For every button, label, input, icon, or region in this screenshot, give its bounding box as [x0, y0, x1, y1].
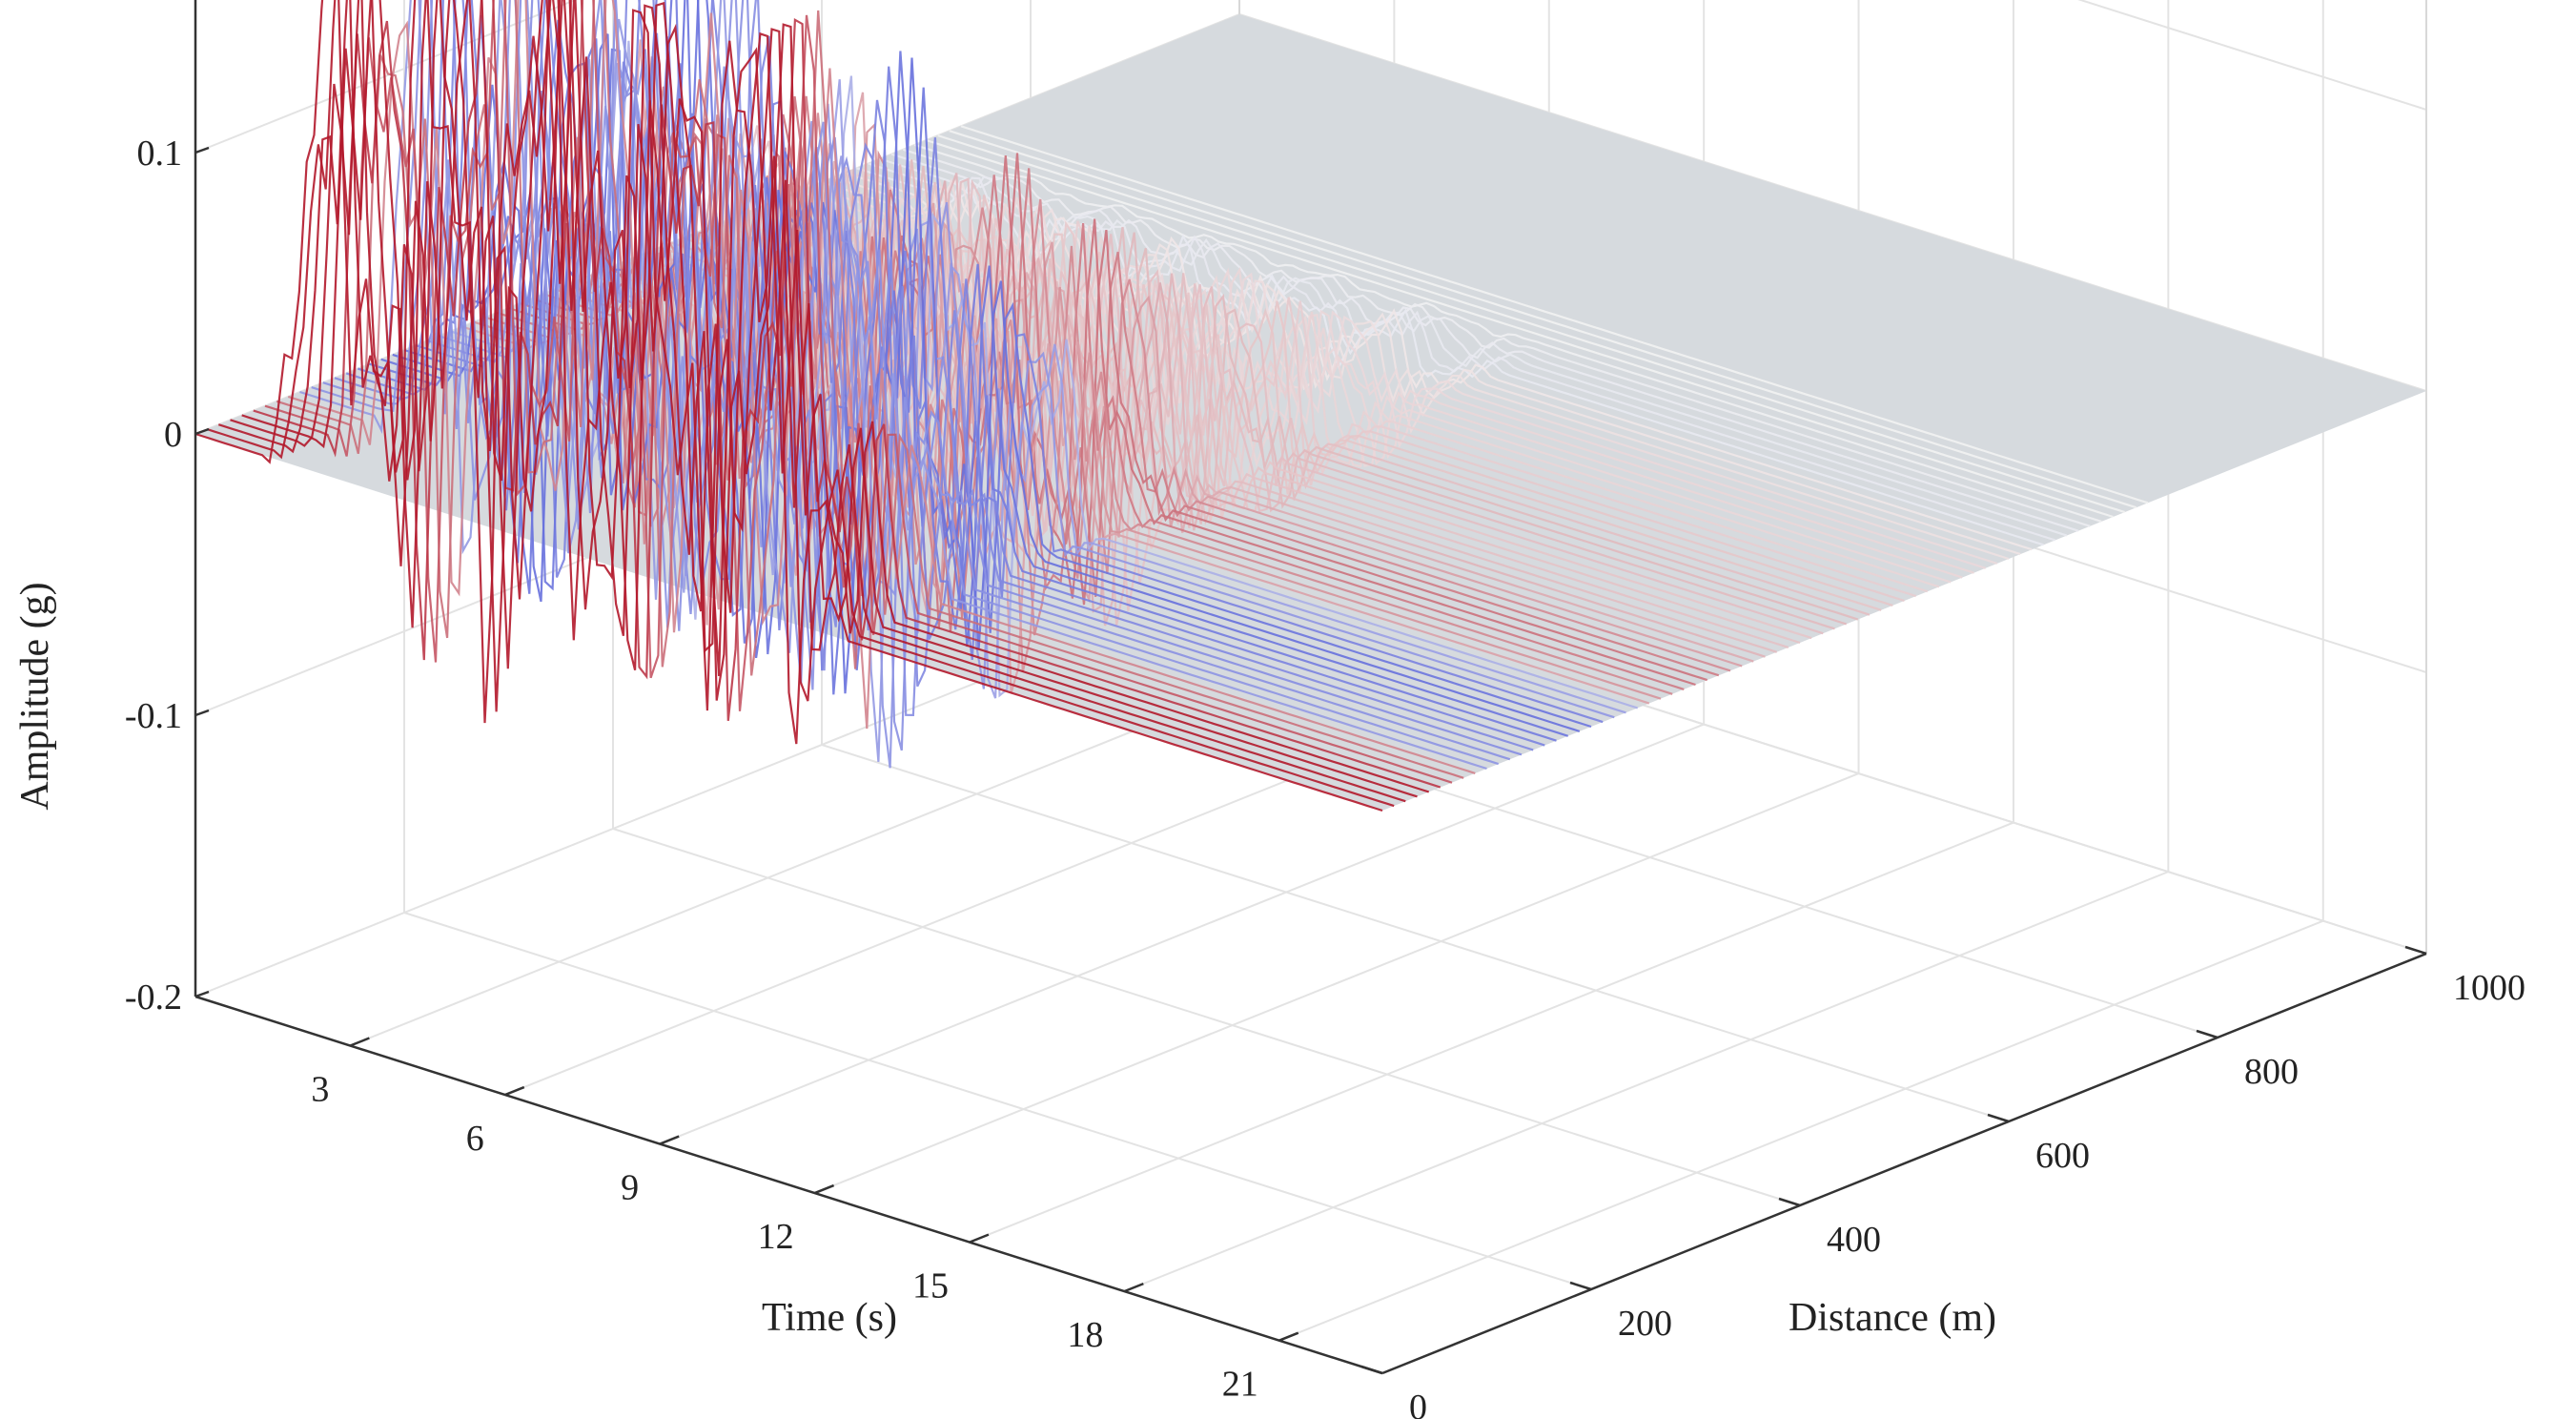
- z-tick: [194, 146, 210, 154]
- y-tick-label: 200: [1618, 1304, 1672, 1344]
- z-tick-label: 0: [164, 415, 182, 455]
- y-tick: [1360, 1365, 1383, 1375]
- y-axis-line: [1381, 952, 2427, 1375]
- surface-wave-line: [913, 143, 2102, 523]
- z-tick: [194, 427, 210, 436]
- surface-wave-line: [230, 0, 1418, 798]
- surface-wave-line: [299, 0, 1487, 771]
- x-tick-label: 6: [466, 1119, 484, 1159]
- grid-line-floor-time: [1123, 871, 2169, 1293]
- surface-wave-line: [949, 130, 2137, 509]
- z-tick: [194, 990, 210, 998]
- surface-wave-line: [253, 0, 1441, 789]
- surface-wave-line: [264, 0, 1453, 784]
- z-tick-label: -0.1: [125, 696, 182, 736]
- x-tick: [504, 1085, 525, 1097]
- x-tick-label: 15: [912, 1266, 949, 1306]
- x-tick: [1123, 1282, 1144, 1293]
- y-tick-label: 800: [2244, 1052, 2299, 1092]
- grid-line-side-amplitude: [2077, 0, 2427, 111]
- grid-line-floor-time: [969, 821, 2014, 1244]
- surface-wave-line: [902, 148, 2091, 527]
- x-tick: [659, 1135, 680, 1145]
- grid-line-floor-distance: [612, 828, 1801, 1206]
- y-tick-label: 600: [2035, 1136, 2090, 1176]
- surface-wave-line: [194, 0, 1383, 812]
- grid-line-floor-distance: [821, 744, 2010, 1122]
- y-tick-label: 0: [1409, 1388, 1427, 1419]
- y-tick: [1778, 1197, 1801, 1207]
- surface-wave-line: [311, 0, 1500, 769]
- x-tick: [969, 1233, 990, 1244]
- grid-line-floor-time: [659, 723, 1705, 1145]
- x-axis-title: Time (s): [762, 1296, 897, 1340]
- tick-labels: -0.2-0.100.10.23691215182102004006008001…: [125, 134, 2525, 1419]
- z-tick-label: -0.2: [125, 977, 182, 1018]
- amplitude-surface: [194, 0, 2426, 812]
- x-tick-label: 3: [311, 1070, 329, 1110]
- grid-line-floor-time: [814, 772, 1859, 1195]
- surface-wave-line: [206, 0, 1395, 808]
- grid-line-floor-time: [1278, 919, 2324, 1342]
- x-tick-label: 18: [1067, 1315, 1103, 1355]
- grid-line-back-amplitude: [194, 0, 578, 154]
- x-tick-label: 12: [758, 1217, 794, 1257]
- surface-wave-line: [241, 0, 1430, 793]
- y-tick: [2196, 1029, 2218, 1039]
- x-tick: [1278, 1331, 1299, 1342]
- surface-wave-line: [473, 56, 1662, 700]
- surface-wave-line: [890, 153, 2079, 532]
- axes: [194, 0, 2427, 1375]
- y-tick: [1987, 1113, 2010, 1123]
- surface-wave-line: [926, 138, 2114, 519]
- z-tick: [194, 709, 210, 717]
- x-tick-label: 21: [1222, 1365, 1258, 1405]
- z-axis-title: Amplitude (g): [13, 582, 57, 810]
- x-tick-label: 9: [621, 1168, 639, 1208]
- y-axis-title: Distance (m): [1789, 1296, 1996, 1340]
- y-tick-label: 1000: [2453, 968, 2525, 1008]
- surface-wave-line: [937, 134, 2126, 514]
- y-tick: [2404, 945, 2427, 956]
- x-axis-line: [194, 995, 1383, 1375]
- surface-wave-line: [357, 0, 1545, 747]
- y-tick-label: 400: [1827, 1220, 1881, 1260]
- surface-wave-line: [369, 0, 1557, 742]
- z-tick-label: 0.1: [137, 134, 183, 174]
- grid-line-floor-distance: [403, 912, 1592, 1290]
- x-tick: [814, 1183, 835, 1195]
- surface-wave-line: [832, 176, 2021, 556]
- surface-wave-line: [276, 0, 1464, 779]
- x-tick: [349, 1037, 370, 1047]
- surface-wave-line: [960, 125, 2149, 504]
- y-tick: [1569, 1281, 1592, 1291]
- surface-wave-line: [879, 157, 2068, 537]
- surface-wave-line: [322, 0, 1511, 761]
